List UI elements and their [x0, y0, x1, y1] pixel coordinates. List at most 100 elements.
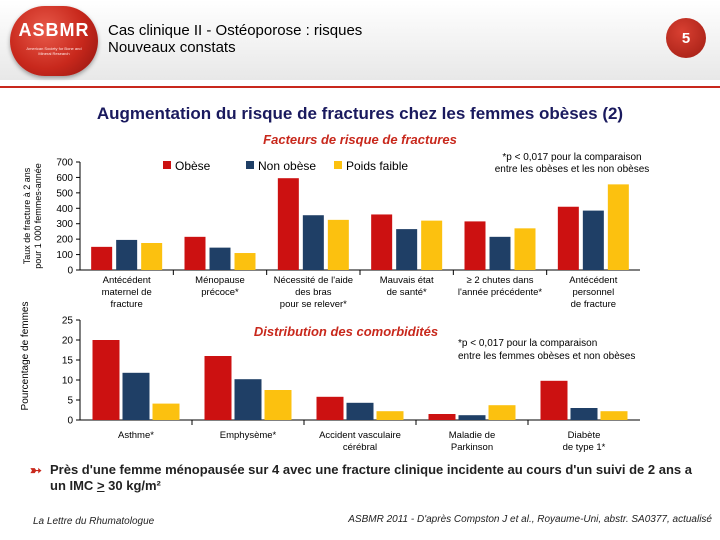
header-band: ASBMR American Society for Bone and Mine… [0, 0, 720, 80]
chart1-significance-note: *p < 0,017 pour la comparaison [502, 152, 641, 163]
chart2-bar [488, 405, 516, 420]
chart1-y-tick-label: 200 [56, 235, 73, 246]
chart1-category-label: fracture [111, 299, 143, 310]
chart1-y-tick-label: 500 [56, 188, 73, 199]
conclusion-part2: 30 kg/m² [104, 478, 161, 493]
chart2-bar [346, 402, 374, 420]
chart2-bar [458, 415, 486, 420]
legend-label: Poids faible [346, 159, 408, 173]
chart2-bar [204, 356, 232, 420]
chart1-category-label: l'année précédente* [458, 287, 543, 298]
chart2-category-label: Asthme* [118, 430, 154, 441]
chart2-bar [92, 340, 120, 420]
chart1-category-label: précoce* [201, 287, 239, 298]
conclusion-text: Près d'une femme ménopausée sur 4 avec u… [50, 462, 700, 494]
chart2-y-tick-label: 25 [62, 316, 74, 327]
chart1-significance-note: entre les obèses et les non obèses [495, 164, 650, 175]
chart1-y-tick-label: 100 [56, 250, 73, 261]
chart2-y-tick-label: 0 [67, 416, 73, 427]
chart1-bar [514, 228, 536, 270]
chart2-bar [428, 414, 456, 420]
asbmr-logo: ASBMR American Society for Bone and Mine… [10, 6, 98, 76]
chart2-bar [600, 411, 628, 420]
chart1-bar [141, 243, 163, 270]
chart1-y-tick-label: 0 [67, 266, 73, 277]
slide-title: Augmentation du risque de fractures chez… [96, 104, 624, 123]
chart1-category-label: personnel [572, 287, 614, 298]
chart1-category-label: pour se relever* [280, 299, 347, 310]
chart1-bar [184, 236, 206, 270]
chart1-category-label: Nécessité de l'aide [274, 275, 353, 286]
header-title-line2: Nouveaux constats [108, 39, 236, 56]
chart1-y-tick-label: 700 [56, 158, 73, 169]
legend-label: Obèse [175, 159, 211, 173]
chart1-y-tick-label: 300 [56, 219, 73, 230]
chart1-bar [209, 247, 231, 270]
footer-reference: ASBMR 2011 - D'après Compston J et al., … [348, 514, 712, 525]
chart1-bar [302, 215, 324, 270]
chart1-y-label-line2: pour 1 000 femmes-année [33, 163, 43, 269]
header-title-line1: Cas clinique II - Ostéoporose : risques [108, 22, 363, 39]
chart2-category-label: Diabète [568, 430, 601, 441]
chart2-y-tick-label: 15 [62, 356, 74, 367]
chart1-y-tick-label: 400 [56, 204, 73, 215]
chart1-category-label: maternel de [102, 287, 152, 298]
header-title: Cas clinique II - Ostéoporose : risques … [108, 22, 362, 56]
chart2-significance-note: *p < 0,017 pour la comparaison [458, 338, 597, 349]
conclusion-part1: Près d'une femme ménopausée sur 4 avec u… [50, 462, 692, 493]
page-number-badge: 5 [666, 18, 706, 58]
chart1-bar [489, 236, 511, 270]
chart2-significance-note: entre les femmes obèses et non obèses [458, 351, 635, 362]
chart2-category-label: Maladie de [449, 430, 495, 441]
chart1-bar [421, 220, 443, 270]
chart1-bar [327, 219, 349, 270]
chart1-title: Facteurs de risque de fractures [263, 132, 457, 147]
chart1-category-label: Ménopause [195, 275, 245, 286]
chart1-category-label: Mauvais état [380, 275, 434, 286]
bullet-arrow-icon: ➳ [30, 462, 42, 478]
title-divider [0, 86, 720, 88]
chart2-bar [264, 390, 292, 420]
chart2-bar [122, 372, 150, 420]
chart2-category-label: Accident vasculaire [319, 430, 401, 441]
legend-label: Non obèse [258, 159, 316, 173]
chart2-title: Distribution des comorbidités [254, 324, 438, 339]
chart2-category-label: Emphysème* [220, 430, 277, 441]
chart1-category-label: Antécédent [569, 275, 617, 286]
chart1-bar [234, 253, 256, 270]
chart2-bar [316, 396, 344, 420]
chart1-bar [116, 239, 138, 270]
chart1-bar [607, 184, 629, 270]
footer-source-journal: La Lettre du Rhumatologue [33, 516, 155, 527]
legend-swatch [246, 161, 254, 169]
chart1-y-tick-label: 600 [56, 173, 73, 184]
chart2-category-label: de type 1* [563, 442, 606, 453]
logo-subtext: American Society for Bone and Mineral Re… [26, 46, 82, 56]
chart2-y-label: Pourcentage de femmes [20, 302, 31, 411]
chart2-category-label: Parkinson [451, 442, 493, 453]
chart2-bar [152, 403, 180, 420]
chart2-y-tick-label: 20 [62, 336, 74, 347]
chart2-bar [540, 380, 568, 420]
chart1-bar [464, 221, 486, 270]
legend-swatch [163, 161, 171, 169]
chart2-bar [570, 408, 598, 420]
chart1-category-label: des bras [295, 287, 332, 298]
chart1-bar [582, 210, 604, 270]
chart1-category-label: ≥ 2 chutes dans [466, 275, 533, 286]
chart1-bar [396, 229, 418, 270]
chart2-category-label: cérébral [343, 442, 377, 453]
chart1-y-label-line1: Taux de fracture à 2 ans [22, 167, 32, 264]
chart2-y-tick-label: 10 [62, 376, 74, 387]
chart2-y-tick-label: 5 [67, 396, 73, 407]
chart2-bar [376, 411, 404, 420]
chart1-category-label: de fracture [571, 299, 616, 310]
chart1-bar [277, 178, 299, 270]
chart1-bar [91, 246, 113, 270]
chart1-category-label: Antécédent [103, 275, 151, 286]
conclusion-operator: > [96, 478, 105, 493]
chart1-bar [557, 206, 579, 270]
chart1-bar [371, 214, 393, 270]
chart2-bar [234, 379, 262, 420]
